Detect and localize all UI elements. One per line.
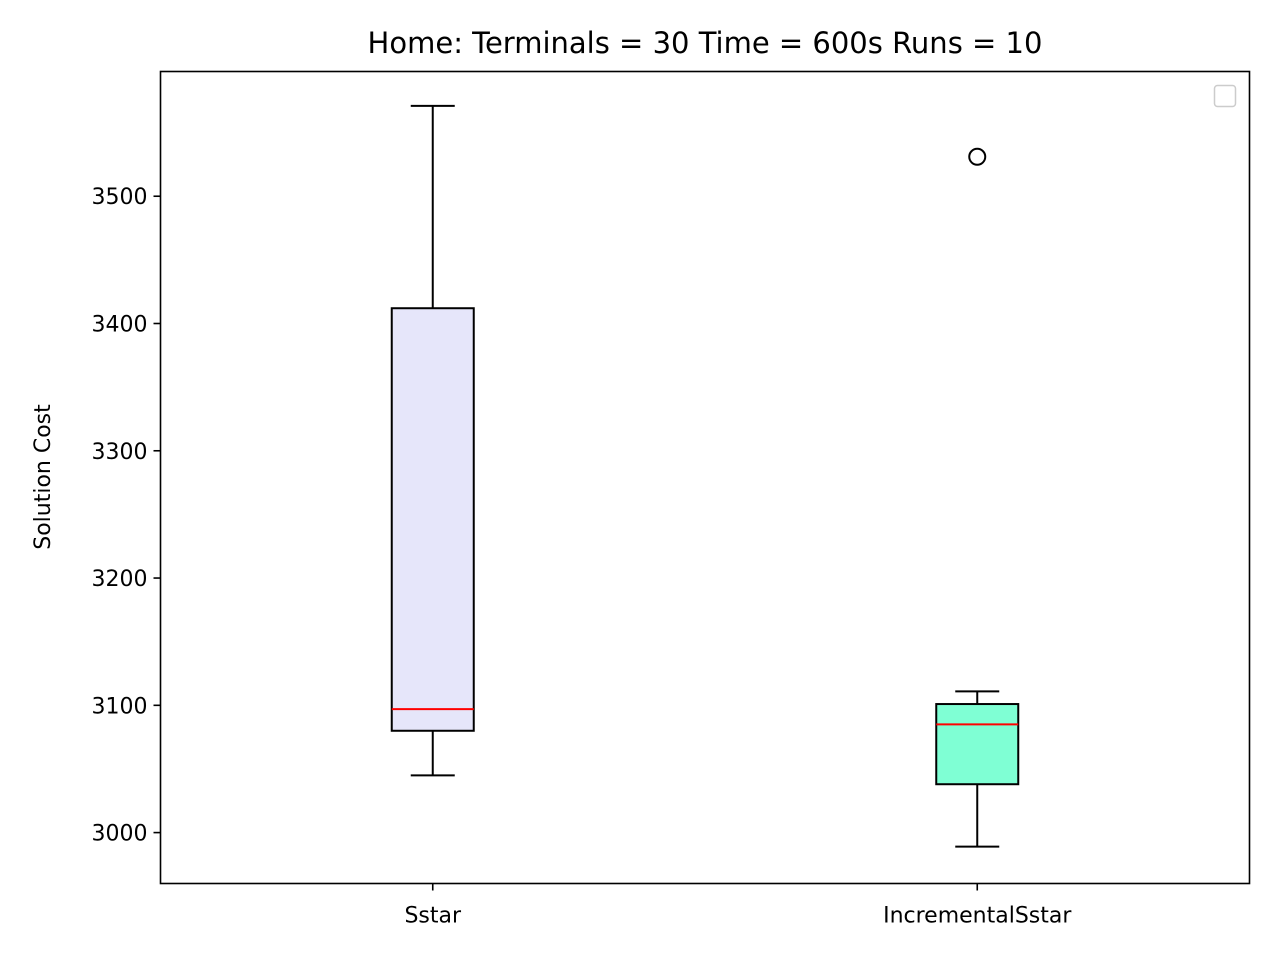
y-tick-label: 3300 — [92, 440, 148, 465]
x-axis: Sstar IncrementalSstar — [404, 883, 1072, 929]
x-tick-label: IncrementalSstar — [883, 904, 1072, 929]
outlier-point — [968, 147, 987, 166]
chart-title: Home: Terminals = 30 Time = 600s Runs = … — [368, 26, 1043, 60]
y-tick-label: 3100 — [92, 694, 148, 719]
box-iqr — [935, 703, 1020, 786]
y-tick-label: 3000 — [92, 822, 148, 847]
y-tick-label: 3200 — [92, 567, 148, 592]
legend-box — [1213, 84, 1237, 108]
y-tick-label: 3400 — [92, 313, 148, 338]
y-tick-label: 3500 — [92, 185, 148, 210]
y-axis-label: Solution Cost — [31, 404, 56, 550]
plot-area — [159, 70, 1251, 885]
y-axis: 3000 3100 3200 3300 3400 3500 — [92, 185, 161, 847]
box-iqr — [390, 307, 475, 732]
x-tick-label: Sstar — [404, 904, 462, 929]
boxes-group — [390, 104, 1020, 848]
